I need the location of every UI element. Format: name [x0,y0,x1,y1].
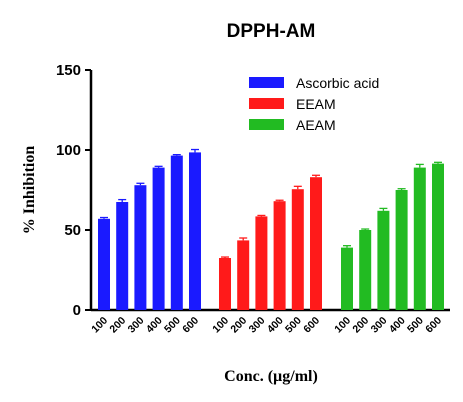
series-0 [98,148,201,310]
y-tick-label: 50 [64,222,81,239]
bar [273,201,286,310]
x-tick-label: 200 [107,315,128,336]
legend-swatch [249,98,284,109]
x-tick-label: 500 [405,315,426,336]
bar [395,190,408,310]
y-tick-label: 150 [56,62,81,79]
bar [98,218,110,310]
x-tick-label: 600 [301,315,322,336]
x-tick-label: 500 [162,315,183,336]
bar [237,240,250,310]
x-tick-label: 600 [423,315,444,336]
x-tick-label: 100 [89,315,110,336]
x-tick-label: 300 [126,315,147,336]
bar [116,202,129,310]
x-tick-label: 200 [350,315,371,336]
chart-title: DPPH-AM [227,21,316,42]
x-tick-label: 100 [210,315,231,336]
bar [134,185,147,310]
bar [310,177,322,310]
series-2 [341,161,444,310]
bar [359,230,372,310]
legend-label: EEAM [296,96,336,112]
bar [152,167,165,310]
series-1 [219,174,322,310]
bar [341,247,353,310]
legend-swatch [249,77,284,88]
x-tick-label: 100 [332,315,353,336]
x-tick-label: 400 [144,315,165,336]
x-tick-label: 200 [228,315,249,336]
legend-swatch [249,119,284,130]
bar [291,189,304,310]
bar [377,210,390,310]
bars-layer [98,148,444,310]
x-tick-label: 300 [369,315,390,336]
x-tick-label: 400 [387,315,408,336]
legend: Ascorbic acid EEAM AEAM [249,75,379,133]
x-axis-label: Conc. (µg/ml) [224,368,318,385]
x-tick-label: 600 [180,315,201,336]
x-tick-label: 400 [265,315,286,336]
bar [219,258,231,310]
y-tick-label: 100 [56,142,81,159]
bar [255,216,268,310]
legend-label: Ascorbic acid [296,75,379,91]
y-axis-label: % Inhibition [21,146,38,235]
legend-label: AEAM [296,117,336,133]
axes: 0 50 100 150 [56,62,450,319]
bar [432,163,444,310]
bar [170,155,183,310]
x-tick-label: 500 [283,315,304,336]
y-tick-label: 0 [73,302,81,319]
x-tick-label: 300 [247,315,268,336]
bar [413,167,426,310]
bar [189,152,201,310]
